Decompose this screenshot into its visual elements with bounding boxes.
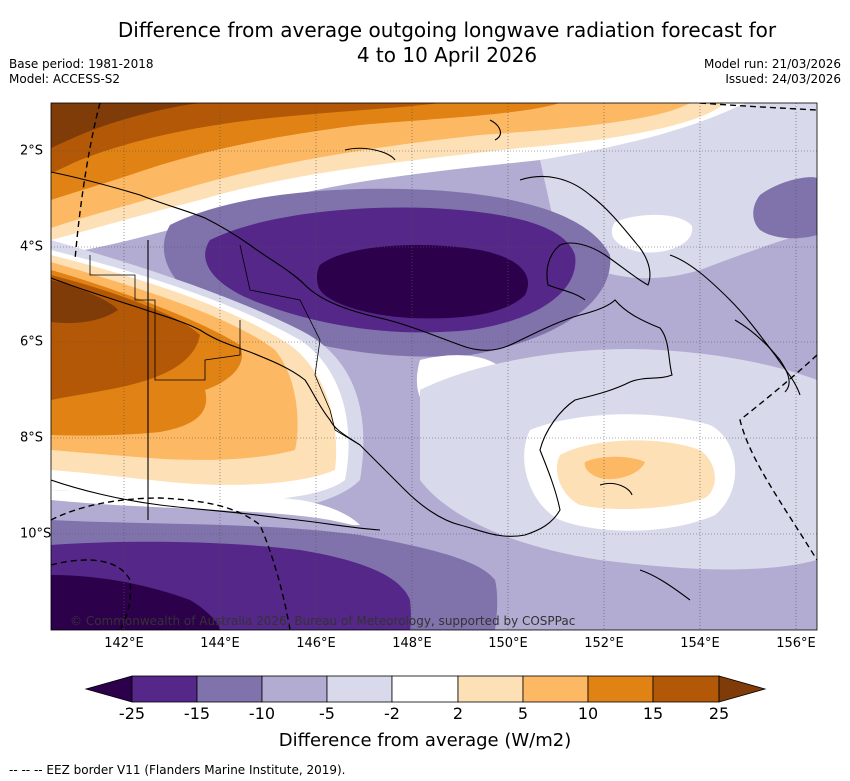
colorbar-title: Difference from average (W/m2)	[278, 730, 572, 751]
lat-label-4s: 4°S	[20, 239, 44, 255]
bougainville-coast	[734, 319, 790, 393]
eez-border-southeast	[739, 354, 817, 561]
colorbar-tick-label: -5	[319, 704, 335, 723]
eez-border-west	[74, 103, 101, 261]
model-run: Model run: 21/03/2026	[703, 57, 841, 71]
lat-label-6s: 6°S	[20, 334, 44, 350]
island-cluster	[344, 119, 691, 601]
colorbar-tick-label: 5	[517, 704, 529, 723]
lon-label-148: 148°E	[392, 636, 432, 651]
lon-label-152: 152°E	[584, 636, 624, 651]
lat-label-2s: 2°S	[20, 143, 44, 159]
colorbar-max-arrow	[718, 675, 767, 703]
colorbar-segment-6	[457, 675, 524, 703]
model-name: Model: ACCESS-S2	[9, 72, 121, 86]
chart-title: Difference from average outgoing longwav…	[0, 18, 850, 68]
eez-borders	[51, 103, 817, 630]
eez-border-north	[699, 103, 817, 111]
meta-right: Model run: 21/03/2026 Issued: 24/03/2026	[704, 57, 841, 87]
lon-label-142: 142°E	[104, 636, 144, 651]
colorbar-segment-8	[587, 675, 654, 703]
colorbar	[84, 675, 767, 703]
eez-border-south	[51, 559, 132, 630]
lat-label-8s: 8°S	[20, 430, 44, 446]
colorbar-segment-3	[261, 675, 328, 703]
new-britain-coast	[519, 176, 651, 301]
coastlines	[51, 119, 801, 601]
colorbar-tick-label: 15	[642, 704, 664, 723]
anomaly-north-dark-brown	[51, 103, 200, 148]
colorbar-segment-2	[196, 675, 263, 703]
lon-label-150: 150°E	[488, 636, 528, 651]
lon-label-144: 144°E	[200, 636, 240, 651]
meta-left: Base period: 1981-2018 Model: ACCESS-S2	[9, 57, 154, 87]
base-period: Base period: 1981-2018	[9, 57, 154, 71]
lat-label-10s: 10°S	[20, 526, 52, 542]
anomaly-southeast-light-orange	[584, 456, 645, 480]
eez-footnote: -- -- -- EEZ border V11 (Flanders Marine…	[9, 763, 346, 777]
province-border-1	[89, 255, 241, 381]
colorbar-tick-label: 25	[708, 704, 730, 723]
new-guinea-coast	[51, 171, 673, 537]
colorbar-segment-5	[391, 675, 459, 703]
anomaly-northeast-white-patch	[611, 214, 693, 253]
colorbar-tick-label: 10	[577, 704, 599, 723]
colorbar-tick-label: 2	[452, 704, 464, 723]
colorbar-tick-label: -2	[384, 704, 400, 723]
anomaly-southeast-pale	[556, 440, 715, 510]
colorbar-segment-4	[326, 675, 393, 703]
eez-border-southwest	[51, 497, 291, 630]
colorbar-min-arrow	[84, 675, 133, 703]
anomaly-east-medium	[753, 177, 817, 239]
issued-date: Issued: 24/03/2026	[725, 72, 841, 86]
anomaly-south-darkest	[51, 575, 220, 630]
colorbar-segment-9	[652, 675, 720, 703]
title-line-2: 4 to 10 April 2026	[356, 43, 538, 67]
title-line-1: Difference from average outgoing longwav…	[117, 18, 777, 42]
colorbar-segment-1	[131, 675, 198, 703]
anomaly-southwest-dark-brown	[51, 280, 118, 324]
colorbar-tick-label: -10	[248, 704, 276, 723]
lon-label-154: 154°E	[680, 636, 720, 651]
anomaly-north-brown	[51, 103, 440, 173]
colorbar-tick-label: -15	[183, 704, 211, 723]
province-border-2	[239, 244, 361, 446]
lon-label-156: 156°E	[776, 636, 816, 651]
map-panel: © Commonwealth of Australia 2026, Bureau…	[51, 103, 817, 630]
anomaly-center-darkest	[316, 245, 528, 319]
colorbar-tick-label: -25	[118, 704, 146, 723]
new-ireland-coast	[669, 254, 801, 396]
lon-label-146: 146°E	[296, 636, 336, 651]
colorbar-segment-7	[522, 675, 589, 703]
anomaly-northeast-very-light	[540, 103, 817, 279]
map-frame	[50, 102, 818, 631]
southern-coast	[51, 479, 381, 531]
copyright-text: © Commonwealth of Australia 2026, Bureau…	[70, 614, 575, 628]
